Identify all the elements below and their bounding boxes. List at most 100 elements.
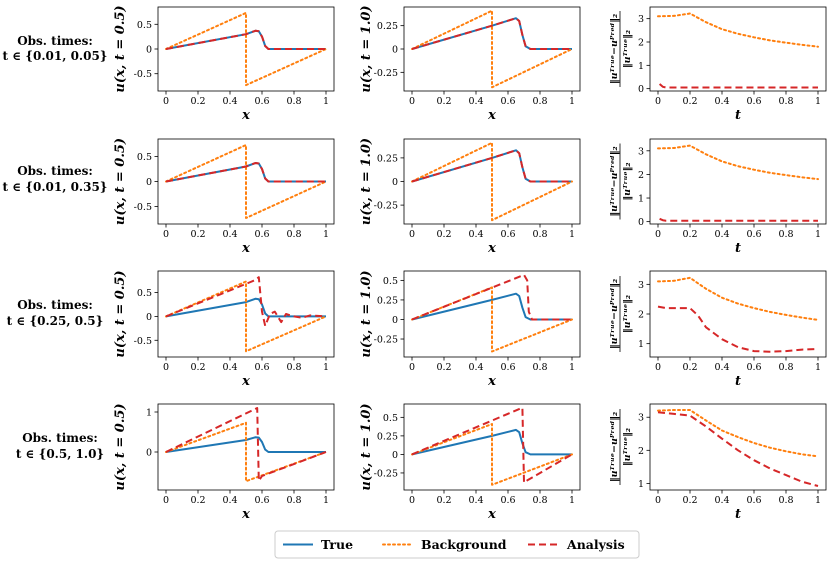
panel-r1-c1: 0 0.2 0.4 0.6 0.8 1 -0.5 0 0.5 x u(x, t = 0.5) [113, 5, 335, 123]
x-tick-label: 0 [409, 96, 415, 107]
axes-frame [157, 403, 335, 491]
x-tick-label: 0.2 [436, 362, 451, 373]
x-axis-label: x [241, 241, 250, 256]
series-background-line [165, 144, 327, 219]
series-analysis-line [165, 29, 326, 50]
y-tick-label: -0.25 [374, 68, 398, 79]
y-tick-label: 0 [392, 45, 398, 56]
x-tick-label: 0.2 [436, 229, 451, 240]
x-axis-label: t [735, 108, 741, 123]
x-tick-label: 0 [409, 495, 415, 506]
axes-frame [157, 270, 335, 358]
y-tick-label: 0 [392, 450, 398, 461]
y-tick-label: 2 [638, 38, 644, 49]
x-tick-label: 0 [655, 96, 661, 107]
y-axis-label: u(x, t = 1.0) [359, 270, 374, 357]
x-tick-label: 0.2 [190, 229, 205, 240]
x-tick-label: 0.6 [254, 362, 269, 373]
y-tick-label: 3 [638, 413, 644, 424]
y-tick-label: 0 [146, 45, 152, 56]
series-background-line [411, 423, 573, 486]
series-analysis-line [657, 305, 819, 353]
series-analysis-line [165, 276, 327, 327]
y-axis-label: u(x, t = 1.0) [359, 138, 374, 225]
y-tick-label: 0.25 [377, 21, 398, 32]
series-background-line [411, 141, 573, 222]
x-axis-label: x [487, 507, 496, 522]
y-tick-label: 2 [638, 446, 644, 457]
panel-r4-c3: 0 0.2 0.4 0.6 0.8 1 1 2 3 t ‖uᵀʳᵘᵉ−uᴾʳᵉᵈ‖₂ ‖uᵀʳᵘᵉ‖₂ [609, 403, 827, 522]
x-tick-label: 1 [323, 229, 329, 240]
y-tick-label: 0.5 [383, 413, 398, 424]
axes-frame [649, 138, 827, 225]
x-tick-label: 0.8 [286, 229, 301, 240]
y-tick-label: 1 [638, 61, 644, 72]
x-tick-label: 0.6 [254, 229, 269, 240]
row-label-2-line1: Obs. times: [17, 164, 93, 178]
x-tick-label: 1 [569, 362, 575, 373]
panel-r2-c1: 0 0.2 0.4 0.6 0.8 1 -0.5 0 0.5 x u(x, t = 0.5) [113, 138, 335, 256]
x-tick-label: 0.8 [286, 362, 301, 373]
row-labels: Obs. times: t ∈ {0.01, 0.05} Obs. times:… [2, 34, 107, 461]
y-label-numerator: ‖uᵀʳᵘᵉ−uᴾʳᵉᵈ‖₂ [609, 279, 620, 349]
y-tick-label: 1 [638, 339, 644, 350]
x-tick-label: 0 [409, 362, 415, 373]
row-label-1-line2: t ∈ {0.01, 0.05} [2, 49, 107, 63]
x-tick-label: 1 [323, 96, 329, 107]
series-background-line [411, 9, 573, 89]
axes-frame [649, 270, 827, 358]
y-tick-label: -0.25 [374, 468, 398, 479]
panel-r3-c2: 0 0.2 0.4 0.6 0.8 1 -0.25 0 0.25 0.5 x u(x, t = 1.0… [359, 270, 581, 389]
y-label-denominator: ‖uᵀʳᵘᵉ‖₂ [622, 428, 633, 466]
y-tick-label: 0.5 [383, 276, 398, 287]
x-tick-label: 1 [569, 229, 575, 240]
legend-background-label: Background [421, 537, 507, 552]
x-tick-label: 0.4 [468, 495, 483, 506]
x-tick-label: 0.6 [746, 96, 761, 107]
x-axis-label: x [487, 374, 496, 389]
y-tick-label: 0 [146, 448, 152, 459]
series-analysis-line [165, 162, 326, 183]
x-tick-label: 1 [569, 495, 575, 506]
x-tick-label: 0.8 [532, 229, 547, 240]
panel-r3-c1: 0 0.2 0.4 0.6 0.8 1 -0.5 0 0.5 x u(x, t = 0.5) [113, 270, 335, 389]
series-true-line [165, 436, 326, 453]
x-tick-label: 1 [815, 495, 821, 506]
series-background-line [657, 144, 819, 181]
x-axis-label: t [735, 241, 741, 256]
x-tick-label: 0.8 [532, 362, 547, 373]
x-tick-label: 1 [323, 362, 329, 373]
x-tick-label: 0.4 [714, 362, 729, 373]
x-tick-label: 0.4 [714, 495, 729, 506]
y-axis-label: u(x, t = 0.5) [113, 138, 128, 225]
series-true-line [411, 428, 572, 456]
y-tick-label: 1 [638, 479, 644, 490]
axes-frame [649, 403, 827, 491]
y-tick-label: -0.5 [134, 69, 152, 80]
y-tick-label: 0.5 [137, 152, 152, 163]
y-tick-label: -0.25 [374, 201, 398, 212]
x-tick-label: 0.2 [190, 495, 205, 506]
axes-frame [403, 403, 581, 491]
x-tick-label: 0.8 [532, 96, 547, 107]
x-axis-label: x [487, 108, 496, 123]
x-tick-label: 0 [409, 229, 415, 240]
legend: True Background Analysis [274, 530, 640, 559]
series-background-line [657, 276, 819, 321]
y-tick-label: -0.25 [374, 335, 398, 346]
x-tick-label: 0.2 [682, 495, 697, 506]
x-axis-label: x [487, 241, 496, 256]
x-tick-label: 0.2 [436, 96, 451, 107]
x-tick-label: 0.2 [682, 96, 697, 107]
axes-frame [403, 270, 581, 358]
y-tick-label: 0 [146, 177, 152, 188]
y-axis-label: ‖uᵀʳᵘᵉ−uᴾʳᵉᵈ‖₂ ‖uᵀʳᵘᵉ‖₂ [609, 276, 633, 352]
y-tick-label: 0 [392, 177, 398, 188]
y-axis-label: ‖uᵀʳᵘᵉ−uᴾʳᵉᵈ‖₂ ‖uᵀʳᵘᵉ‖₂ [609, 11, 633, 87]
y-tick-label: 0 [638, 217, 644, 228]
y-axis-label: ‖uᵀʳᵘᵉ−uᴾʳᵉᵈ‖₂ ‖uᵀʳᵘᵉ‖₂ [609, 409, 633, 485]
x-tick-label: 0.8 [286, 96, 301, 107]
x-tick-label: 0.6 [254, 495, 269, 506]
panel-r1-c3: 0 0.2 0.4 0.6 0.8 1 0 1 2 3 t ‖uᵀʳᵘᵉ−uᴾʳᵉᵈ‖₂ ‖uᵀʳᵘᵉ‖… [609, 6, 827, 123]
chart-panels: 0 0.2 0.4 0.6 0.8 1 -0.5 0 0.5 x u(x, t = 0.5) 0 0.2… [113, 5, 827, 522]
